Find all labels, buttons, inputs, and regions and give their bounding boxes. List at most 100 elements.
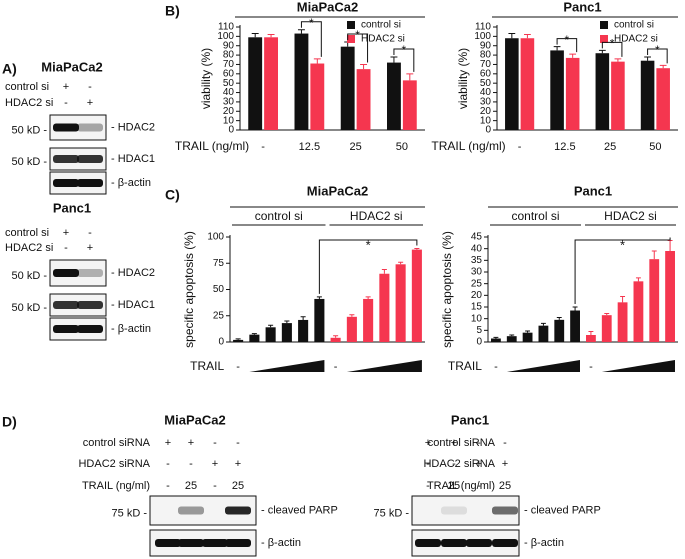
bar (310, 63, 325, 130)
condition-sign: - (426, 480, 430, 492)
bar (363, 298, 374, 342)
sig-label: * (355, 28, 360, 42)
condition-sign: + (502, 458, 508, 470)
band-label: - HDAC1 (111, 299, 155, 311)
error-bar (540, 322, 546, 326)
group-label: HDAC2 si (350, 209, 403, 223)
y-tick-label: 110 (475, 22, 491, 33)
bar (595, 53, 610, 130)
error-bar (493, 336, 499, 339)
x-tick-label: - (236, 361, 240, 373)
condition-sign: - (236, 437, 240, 449)
error-bar (614, 58, 622, 62)
y-tick-label: 40 (471, 243, 483, 254)
error-bar (268, 324, 274, 328)
sig-label: * (655, 43, 660, 57)
condition-sign: - (213, 437, 217, 449)
panel-label: C) (165, 187, 180, 203)
condition-sign: - (88, 227, 92, 239)
condition-sign: + (63, 81, 69, 93)
error-bar (406, 73, 414, 81)
blot-band (77, 179, 103, 187)
bar (248, 37, 263, 130)
condition-sign: - (477, 480, 481, 492)
dose-wedge (346, 360, 422, 372)
blot-band (77, 325, 103, 333)
x-tick-label: 12.5 (299, 141, 320, 153)
condition-label: control siRNA (83, 437, 151, 449)
y-tick-label: 100 (474, 31, 491, 42)
panel-label: A) (2, 61, 17, 77)
blot-band (77, 155, 103, 163)
chart-title: MiaPaCa2 (307, 183, 368, 198)
error-bar (667, 240, 673, 251)
band-label: - HDAC2 (111, 121, 155, 133)
band-label: - β-actin (261, 537, 301, 549)
error-bar (553, 46, 561, 51)
y-tick-label: 60 (223, 68, 235, 79)
bar (294, 33, 309, 130)
y-tick-label: 10 (480, 115, 492, 126)
chart-title: Panc1 (574, 183, 612, 198)
condition-sign: + (165, 437, 171, 449)
bar (601, 315, 612, 342)
condition-sign: + (63, 227, 69, 239)
condition-sign: + (212, 458, 218, 470)
sig-bracket (393, 48, 415, 72)
blot-band (155, 539, 181, 547)
x-axis-label: TRAIL (190, 359, 224, 373)
y-tick-label: 25 (471, 278, 483, 289)
size-marker: 50 kD - (12, 302, 48, 314)
y-tick-label: 40 (223, 87, 235, 98)
band-label: - cleaved PARP (261, 504, 338, 516)
y-axis-label: viability (%) (199, 48, 213, 109)
legend-label: control si (614, 20, 654, 31)
error-bar (556, 317, 562, 320)
condition-sign: + (425, 437, 431, 449)
condition-sign: - (189, 458, 193, 470)
bar (611, 61, 625, 130)
bar (249, 334, 260, 342)
dose-wedge (601, 360, 675, 372)
bar (395, 264, 406, 342)
bar (656, 68, 670, 130)
y-tick-label: 10 (471, 313, 483, 324)
condition-sign: + (235, 458, 241, 470)
blot-band (225, 539, 251, 547)
x-tick-label: 25 (350, 141, 362, 153)
error-bar (588, 331, 594, 335)
sig-bracket (647, 48, 668, 64)
sig-bracket (574, 237, 671, 304)
y-tick-label: 20 (223, 106, 235, 117)
sig-bracket (300, 21, 322, 57)
sig-bracket (556, 38, 578, 53)
y-tick-label: 25 (213, 310, 225, 321)
blot-band (492, 539, 518, 547)
group-label: control si (255, 209, 303, 223)
y-tick-label: 0 (476, 337, 482, 348)
x-tick-label: 12.5 (554, 141, 575, 153)
error-bar (509, 334, 515, 337)
bar (570, 310, 580, 342)
sig-label: * (366, 237, 371, 252)
legend-label: HDAC2 si (361, 34, 405, 45)
y-tick-label: 90 (480, 40, 492, 51)
bar (379, 273, 390, 342)
y-tick-label: 50 (223, 78, 235, 89)
y-tick-label: 15 (471, 302, 483, 313)
error-bar (349, 314, 355, 317)
group-label: HDAC2 si (604, 209, 657, 223)
y-axis-label: specific apoptosis (%) (440, 231, 454, 348)
blot-title: MiaPaCa2 (41, 59, 102, 74)
y-tick-label: 0 (228, 125, 234, 136)
error-bar (635, 277, 641, 282)
panel-label: D) (2, 414, 17, 430)
sig-bracket (347, 33, 369, 63)
error-bar (390, 56, 398, 63)
bar (520, 38, 535, 131)
chart-title: MiaPaCa2 (297, 0, 358, 14)
error-bar (414, 248, 420, 250)
y-tick-label: 0 (218, 337, 224, 348)
bar (550, 50, 564, 131)
